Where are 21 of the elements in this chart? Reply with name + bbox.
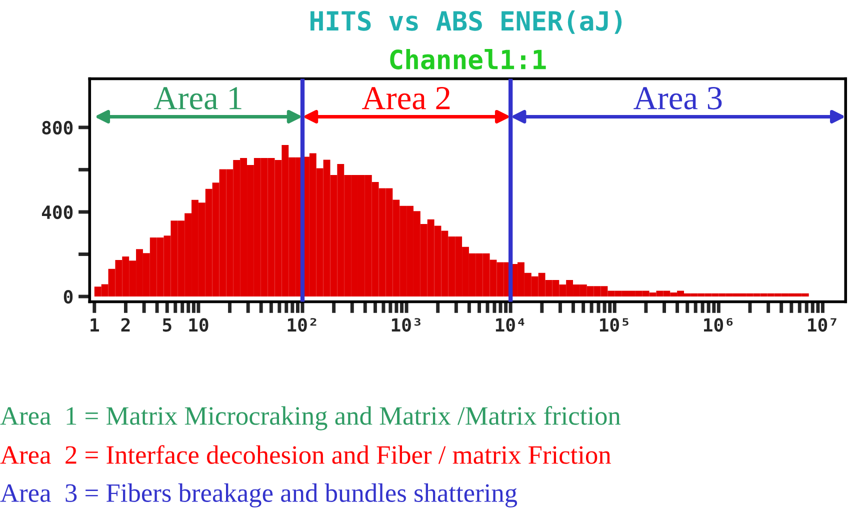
annotation: Area 1	[154, 87, 242, 110]
text: Area 1 = Matrix Microcraking and Matrix /Matrix friction	[0, 406, 621, 430]
x-tick-label: 10²	[288, 318, 316, 332]
x-tick-label: 10⁷	[808, 318, 836, 332]
annotation: Area 2	[362, 87, 450, 110]
x-tick-label: 1	[90, 318, 99, 332]
chart-title: HITS vs ABS ENER(aJ)	[310, 10, 622, 34]
text: Area 3 = Fibers breakage and bundles shattering	[0, 483, 518, 508]
chart-subtitle: Channel1:1	[390, 49, 546, 70]
annotation: Area 3	[634, 87, 722, 110]
x-tick-label: 10⁵	[600, 318, 628, 332]
y-tick-label: 800	[42, 120, 73, 135]
y-tick-label: 400	[42, 205, 73, 220]
x-tick-label: 10⁴	[496, 318, 524, 332]
x-tick-label: 2	[121, 318, 130, 332]
x-tick-label: 5	[162, 318, 172, 332]
x-tick-label: 10	[189, 318, 208, 332]
x-tick-label: 10⁶	[704, 318, 733, 332]
x-tick-label: 10³	[392, 318, 420, 332]
text: Area 2 = Interface decohesion and Fiber / matrix Friction	[0, 445, 611, 464]
y-tick-label: 0	[64, 290, 73, 304]
